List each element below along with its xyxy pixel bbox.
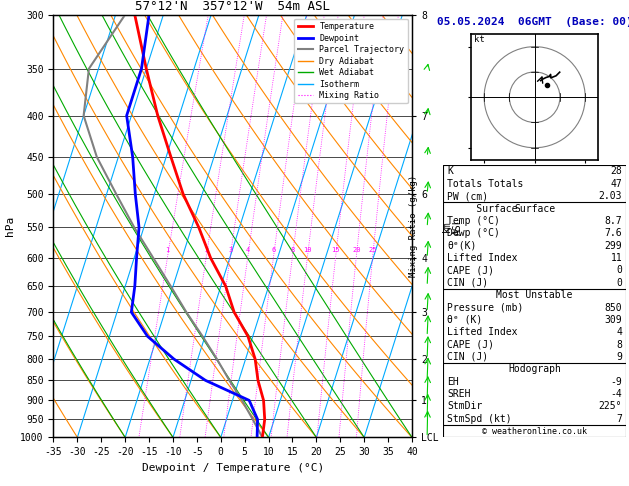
Text: θᵉ (K): θᵉ (K) [447, 315, 482, 325]
Text: 25: 25 [369, 247, 377, 253]
Text: Surface: Surface [447, 204, 518, 213]
Text: Hodograph: Hodograph [508, 364, 561, 374]
Text: K: K [447, 166, 453, 176]
Y-axis label: km
ASL: km ASL [442, 217, 463, 235]
Text: © weatheronline.co.uk: © weatheronline.co.uk [482, 427, 587, 436]
Text: StmDir: StmDir [447, 401, 482, 412]
Text: 4: 4 [616, 327, 622, 337]
Text: CIN (J): CIN (J) [447, 352, 488, 362]
Text: 8: 8 [291, 247, 294, 253]
Text: 225°: 225° [599, 401, 622, 412]
Text: Dewp (°C): Dewp (°C) [447, 228, 500, 238]
X-axis label: Dewpoint / Temperature (°C): Dewpoint / Temperature (°C) [142, 463, 324, 473]
Text: 299: 299 [604, 241, 622, 251]
Text: Lifted Index: Lifted Index [447, 253, 518, 263]
Text: 309: 309 [604, 315, 622, 325]
Text: -9: -9 [611, 377, 622, 387]
Text: Lifted Index: Lifted Index [447, 327, 518, 337]
Text: StmSpd (kt): StmSpd (kt) [447, 414, 512, 424]
Text: θᵉ(K): θᵉ(K) [447, 241, 477, 251]
Text: SREH: SREH [447, 389, 470, 399]
Text: 28: 28 [611, 166, 622, 176]
Text: CAPE (J): CAPE (J) [447, 265, 494, 276]
Text: 20: 20 [352, 247, 360, 253]
Text: Temp (°C): Temp (°C) [447, 216, 500, 226]
Text: 4: 4 [246, 247, 250, 253]
Text: Pressure (mb): Pressure (mb) [447, 302, 523, 312]
Text: Totals Totals: Totals Totals [447, 179, 523, 189]
Legend: Temperature, Dewpoint, Parcel Trajectory, Dry Adiabat, Wet Adiabat, Isotherm, Mi: Temperature, Dewpoint, Parcel Trajectory… [294, 19, 408, 104]
Text: CAPE (J): CAPE (J) [447, 340, 494, 349]
Text: 05.05.2024  06GMT  (Base: 00): 05.05.2024 06GMT (Base: 00) [437, 17, 629, 27]
Text: 11: 11 [611, 253, 622, 263]
Text: 6: 6 [272, 247, 276, 253]
Text: Most Unstable: Most Unstable [496, 290, 573, 300]
Text: 2.03: 2.03 [599, 191, 622, 201]
Text: 1: 1 [165, 247, 170, 253]
Text: 15: 15 [331, 247, 340, 253]
Text: 7.6: 7.6 [604, 228, 622, 238]
Text: 47: 47 [611, 179, 622, 189]
Text: 10: 10 [303, 247, 312, 253]
Text: 8.7: 8.7 [604, 216, 622, 226]
Text: PW (cm): PW (cm) [447, 191, 488, 201]
Text: 3: 3 [228, 247, 232, 253]
Text: 850: 850 [604, 302, 622, 312]
Text: 0: 0 [616, 278, 622, 288]
Y-axis label: hPa: hPa [4, 216, 14, 236]
Text: CIN (J): CIN (J) [447, 278, 488, 288]
Text: EH: EH [447, 377, 459, 387]
Title: 57°12'N  357°12'W  54m ASL: 57°12'N 357°12'W 54m ASL [135, 0, 330, 14]
Text: 8: 8 [616, 340, 622, 349]
Text: -4: -4 [611, 389, 622, 399]
Text: Mixing Ratio (g/kg): Mixing Ratio (g/kg) [409, 175, 418, 277]
Text: 0: 0 [616, 265, 622, 276]
Text: 2: 2 [204, 247, 208, 253]
Text: kt: kt [474, 35, 485, 44]
Text: Surface: Surface [514, 204, 555, 213]
Text: 9: 9 [616, 352, 622, 362]
Text: 7: 7 [616, 414, 622, 424]
